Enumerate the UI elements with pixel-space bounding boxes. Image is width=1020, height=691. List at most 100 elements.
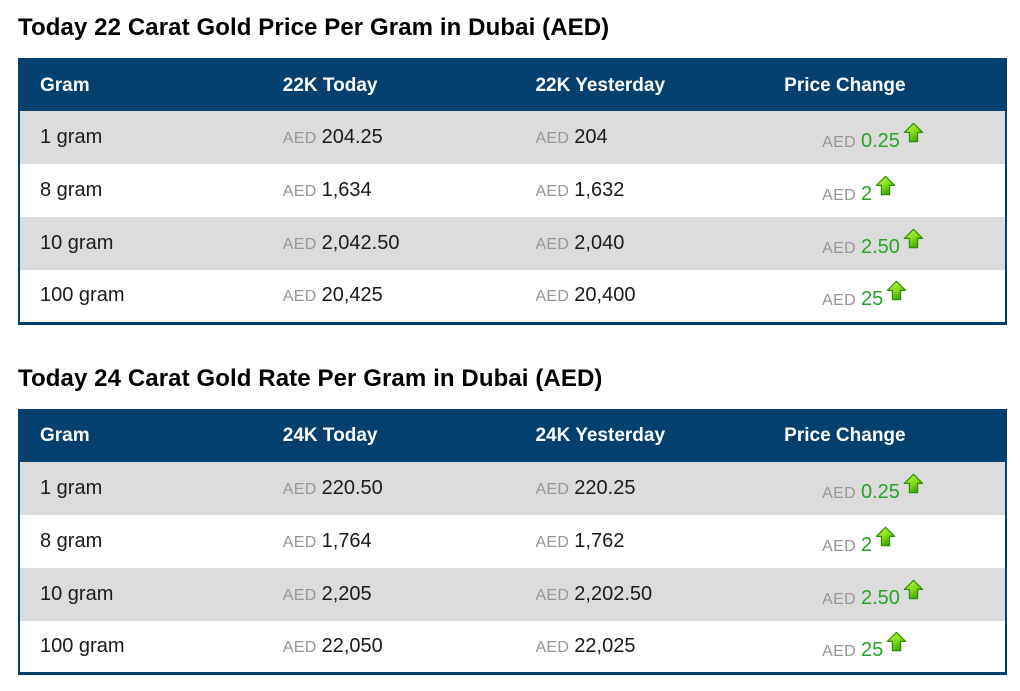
- currency-label: AED: [282, 638, 317, 656]
- currency-label: AED: [535, 236, 570, 253]
- column-header-today: 24K Today: [282, 425, 378, 446]
- currency-label: AED: [822, 134, 856, 151]
- yesterday-price-cell: AED 2,202.50: [515, 568, 764, 621]
- price-value: 1,634: [321, 179, 372, 201]
- change-value: 25: [860, 288, 884, 311]
- change-value: 0.25: [860, 130, 900, 152]
- change-value: 2: [860, 533, 873, 556]
- today-price-cell: AED 204.25: [263, 111, 516, 164]
- currency-label: AED: [535, 586, 570, 604]
- price-change-cell: AED 2.50: [764, 217, 1006, 270]
- currency-label: AED: [282, 533, 317, 551]
- yesterday-price-cell: AED 204: [515, 111, 764, 164]
- currency-label: AED: [282, 236, 317, 253]
- price-value: 1,764: [321, 529, 372, 552]
- table-row: 8 gram AED 1,764 AED 1,762 AED 2: [19, 514, 1006, 568]
- up-arrow-icon: [903, 228, 924, 249]
- today-price-cell: AED 2,042.50: [263, 217, 516, 270]
- gram-cell: 1 gram: [40, 476, 103, 499]
- gram-cell: 100 gram: [40, 284, 125, 307]
- header-row: Gram 22K Today 22K Yesterday Price Chang…: [19, 59, 1006, 111]
- currency-label: AED: [535, 288, 570, 306]
- today-price-cell: AED 1,764: [263, 515, 516, 568]
- gold-price-section: Today 22 Carat Gold Price Per Gram in Du…: [18, 14, 1007, 325]
- table-row: 1 gram AED 204.25 AED 204 AED 0.25: [19, 111, 1006, 164]
- price-value: 204.25: [321, 126, 383, 148]
- currency-label: AED: [535, 533, 570, 551]
- gram-cell: 10 gram: [40, 582, 114, 605]
- price-value: 1,632: [574, 179, 625, 201]
- section-title: Today 24 Carat Gold Rate Per Gram in Dub…: [18, 364, 603, 392]
- column-header-yesterday: 24K Yesterday: [535, 425, 666, 446]
- today-price-cell: AED 22,050: [263, 621, 516, 674]
- table-header: Gram 24K Today 24K Yesterday Price Chang…: [19, 409, 1006, 462]
- currency-label: AED: [282, 183, 317, 200]
- change-value: 2.50: [860, 236, 900, 258]
- currency-label: AED: [535, 183, 570, 200]
- up-arrow-icon: [875, 175, 896, 196]
- currency-label: AED: [282, 586, 317, 604]
- column-header-gram: Gram: [40, 74, 90, 96]
- change-value: 0.25: [860, 480, 900, 503]
- gram-cell: 1 gram: [40, 126, 103, 148]
- currency-label: AED: [282, 130, 317, 147]
- section-title: Today 22 Carat Gold Price Per Gram in Du…: [18, 14, 610, 41]
- currency-label: AED: [822, 590, 856, 608]
- currency-label: AED: [282, 288, 317, 306]
- column-header-price-change: Price Change: [784, 74, 906, 96]
- gold-price-table: Gram 24K Today 24K Yesterday Price Chang…: [18, 408, 1007, 675]
- table-row: 100 gram AED 22,050 AED 22,025 AED 25: [19, 620, 1006, 674]
- price-value: 204: [574, 126, 608, 148]
- yesterday-price-cell: AED 2,040: [515, 217, 764, 270]
- price-change-cell: AED 0.25: [764, 111, 1006, 164]
- currency-label: AED: [822, 642, 856, 660]
- change-value: 25: [860, 638, 884, 661]
- up-arrow-icon: [903, 473, 924, 493]
- price-value: 20,400: [574, 284, 636, 307]
- price-value: 220.25: [574, 476, 636, 499]
- price-value: 2,040: [574, 232, 625, 254]
- price-change-cell: AED 25: [764, 621, 1006, 674]
- yesterday-price-cell: AED 22,025: [515, 621, 764, 674]
- yesterday-price-cell: AED 220.25: [515, 462, 764, 515]
- gold-price-section: Today 24 Carat Gold Rate Per Gram in Dub…: [18, 364, 1007, 675]
- up-arrow-icon: [903, 122, 924, 143]
- gold-price-table: Gram 22K Today 22K Yesterday Price Chang…: [18, 58, 1007, 325]
- price-change-cell: AED 2.50: [764, 568, 1006, 621]
- currency-label: AED: [822, 292, 856, 310]
- table-row: 100 gram AED 20,425 AED 20,400 AED 25: [19, 270, 1006, 323]
- currency-label: AED: [822, 187, 856, 204]
- gram-cell: 100 gram: [40, 634, 125, 657]
- yesterday-price-cell: AED 1,632: [515, 164, 764, 217]
- price-value: 22,050: [321, 634, 383, 657]
- gram-cell: 8 gram: [40, 529, 103, 552]
- price-change-cell: AED 25: [764, 270, 1006, 323]
- today-price-cell: AED 2,205: [263, 568, 516, 621]
- price-value: 1,762: [574, 529, 625, 552]
- price-value: 2,202.50: [574, 582, 653, 605]
- currency-label: AED: [535, 480, 570, 498]
- up-arrow-icon: [903, 579, 924, 599]
- currency-label: AED: [282, 480, 317, 498]
- currency-label: AED: [822, 240, 856, 257]
- table-header: Gram 22K Today 22K Yesterday Price Chang…: [19, 59, 1006, 111]
- column-header-gram: Gram: [40, 425, 90, 446]
- up-arrow-icon: [887, 631, 907, 651]
- price-value: 220.50: [321, 476, 383, 499]
- up-arrow-icon: [875, 526, 896, 546]
- table-row: 8 gram AED 1,634 AED 1,632 AED 2: [19, 164, 1006, 217]
- header-row: Gram 24K Today 24K Yesterday Price Chang…: [19, 409, 1006, 462]
- table-row: 10 gram AED 2,042.50 AED 2,040 AED 2.50: [19, 217, 1006, 270]
- price-change-cell: AED 0.25: [764, 462, 1006, 515]
- yesterday-price-cell: AED 1,762: [515, 515, 764, 568]
- price-change-cell: AED 2: [764, 164, 1006, 217]
- table-row: 1 gram AED 220.50 AED 220.25 AED 0.25: [19, 461, 1006, 515]
- currency-label: AED: [822, 537, 856, 555]
- currency-label: AED: [822, 484, 856, 502]
- table-body: 1 gram AED 204.25 AED 204 AED 0.25 8 gram A…: [19, 111, 1006, 323]
- change-value: 2: [860, 183, 873, 205]
- price-value: 2,042.50: [321, 232, 400, 254]
- column-header-yesterday: 22K Yesterday: [535, 74, 666, 96]
- yesterday-price-cell: AED 20,400: [515, 270, 764, 323]
- price-change-cell: AED 2: [764, 515, 1006, 568]
